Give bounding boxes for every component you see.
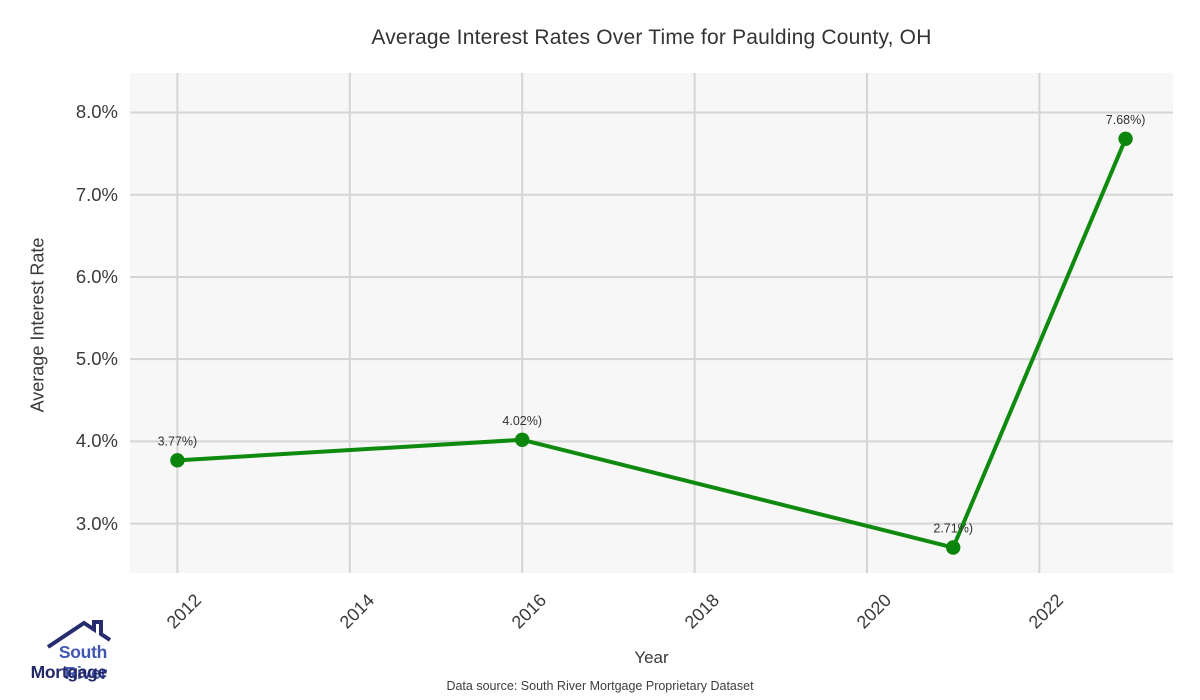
data-line [175, 136, 1128, 550]
data-point [515, 432, 530, 447]
data-point-label: 7.68%) [1106, 113, 1146, 127]
data-point [1118, 131, 1133, 146]
data-point-label: 3.77%) [158, 434, 198, 448]
y-tick-label: 5.0% [75, 348, 118, 370]
data-point-label: 2.71%) [933, 522, 973, 536]
y-tick-label: 8.0% [75, 101, 118, 123]
data-point [945, 540, 961, 555]
logo-text-mortgage: Mortgage [30, 662, 108, 682]
chart-title: Average Interest Rates Over Time for Pau… [371, 26, 932, 49]
data-source-note: Data source: South River Mortgage Propri… [446, 679, 754, 693]
data-point [170, 453, 185, 468]
x-axis-title: Year [634, 648, 669, 667]
plot-area [130, 73, 1173, 573]
y-axis-title: Average Interest Rate [27, 237, 48, 413]
y-tick-label: 3.0% [75, 512, 118, 534]
y-tick-label: 4.0% [75, 430, 118, 452]
y-tick-label: 7.0% [75, 183, 118, 205]
line-chart: 3.77%) 4.02%) 2.71%) 7.68%) [130, 73, 1173, 573]
house-roof-icon [46, 620, 111, 649]
logo-text-south-river: South River [58, 642, 107, 683]
south-river-mortgage-logo: South River Mortgage [15, 612, 111, 692]
data-point-label: 4.02%) [502, 414, 542, 428]
y-tick-label: 6.0% [75, 265, 118, 287]
